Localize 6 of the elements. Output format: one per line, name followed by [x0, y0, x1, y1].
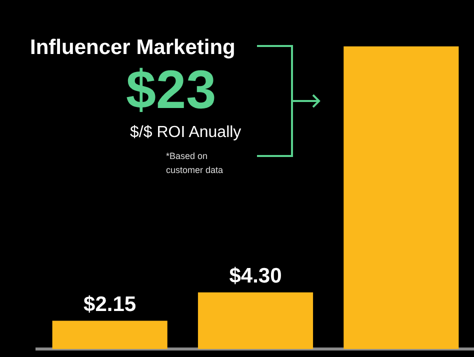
- annotation: $23: [126, 60, 216, 120]
- data-label: $4.30: [229, 264, 282, 288]
- data-label: $2.15: [84, 293, 136, 316]
- chart-title: Influencer Marketing: [30, 36, 236, 60]
- text: $/$ ROI Anually: [130, 124, 242, 142]
- annotation: *Based on customer data: [166, 150, 224, 177]
